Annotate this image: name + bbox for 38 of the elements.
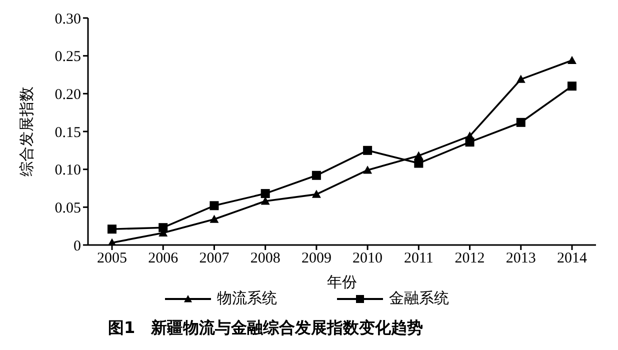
point [516, 74, 526, 83]
point [414, 158, 424, 168]
x-tick-label: 2006 [148, 250, 179, 267]
point [414, 151, 424, 160]
point [312, 170, 321, 180]
legend-label: 物流系统 [217, 289, 277, 308]
y-tick-label: 0.25 [54, 49, 81, 66]
x-tick-label: 2007 [199, 250, 230, 267]
point [210, 201, 219, 210]
point [108, 224, 116, 234]
y-tick-label: 0.10 [54, 162, 81, 179]
point [568, 56, 576, 64]
point [210, 214, 219, 223]
x-axis-title: 年份 [327, 273, 357, 291]
y-tick-label: 0.05 [54, 200, 81, 216]
x-tick-label: 2005 [97, 250, 127, 267]
point [312, 190, 321, 198]
x-tick-label: 2014 [557, 250, 588, 267]
y-axis-title: 综合发展指数 [17, 86, 36, 176]
x-tick-label: 2009 [301, 250, 332, 267]
caption: 图1 新疆物流与金融综合发展指数变化趋势 [107, 318, 424, 339]
point [158, 223, 168, 232]
y-tick-label: 0.15 [54, 124, 81, 141]
point [568, 82, 576, 91]
point [363, 146, 372, 155]
y-tick-label: 0.20 [54, 86, 81, 103]
x-tick-label: 2010 [352, 250, 383, 267]
point [516, 118, 526, 127]
legend-label: 金融系统 [389, 289, 449, 308]
point [465, 138, 474, 147]
x-tick-label: 2012 [454, 250, 485, 267]
x-tick-label: 2011 [404, 250, 434, 267]
x-tick-label: 2013 [506, 250, 536, 267]
point [363, 166, 372, 174]
y-tick-label: 0.30 [54, 11, 81, 28]
x-tick-label: 2008 [250, 250, 280, 267]
y-tick-label: 0 [74, 238, 81, 254]
point [260, 189, 270, 198]
